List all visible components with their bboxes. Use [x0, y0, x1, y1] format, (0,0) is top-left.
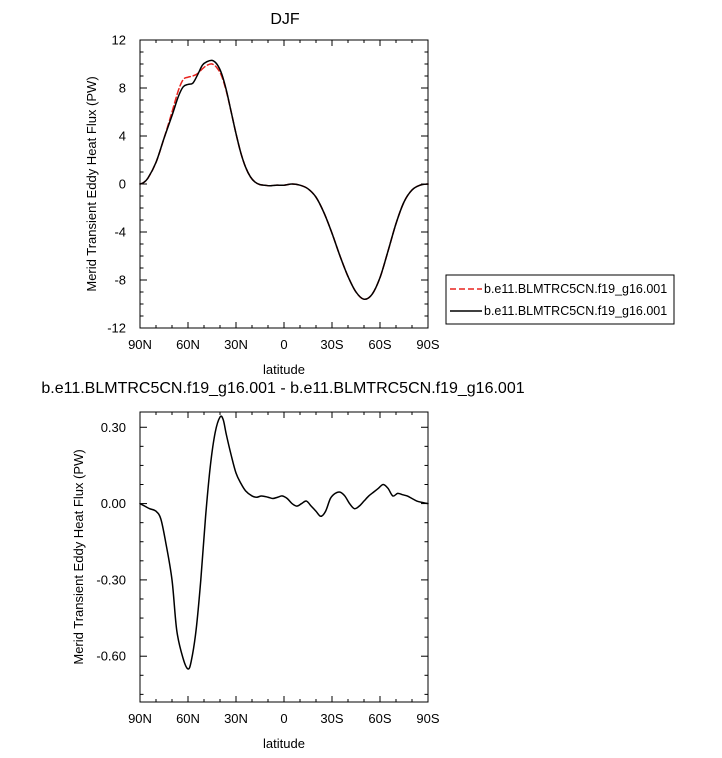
top-chart-xtick-label: 30S — [320, 337, 343, 352]
bottom-chart-series — [139, 415, 429, 670]
bottom-chart-ytick-label: -0.30 — [96, 572, 126, 587]
legend-box — [445, 274, 675, 325]
bottom-chart-tick-labels: 90N 60N 30N 0 30S 60S 90S 0.30 0.00 -0.30 -0.60 — [96, 420, 440, 726]
legend-label-0: b.e11.BLMTRC5CN.f19_g16.001 — [484, 282, 667, 296]
top-chart-xtick-label: 60N — [176, 337, 200, 352]
bottom-chart-xtick-label: 30S — [320, 711, 343, 726]
top-chart-xtick-label: 0 — [280, 337, 287, 352]
top-chart-series-line-1 — [139, 59, 429, 301]
top-chart-panel: DJF Merid Transient Eddy Heat Flux (PW) … — [84, 11, 440, 377]
top-chart-ytick-label: -8 — [114, 273, 126, 288]
bottom-chart-xtick-label: 90S — [416, 711, 439, 726]
bottom-chart-xtick-label: 60S — [368, 711, 391, 726]
top-chart-xtick-label: 60S — [368, 337, 391, 352]
bottom-chart-frame — [139, 411, 429, 703]
top-chart-ytick-label: 4 — [119, 129, 126, 144]
legend-label-1: b.e11.BLMTRC5CN.f19_g16.001 — [484, 304, 667, 318]
top-chart-xtick-label: 90N — [128, 337, 152, 352]
bottom-chart-ytick-label: 0.00 — [101, 496, 126, 511]
top-chart-ticks — [139, 39, 429, 329]
top-chart-ytick-label: 8 — [119, 81, 126, 96]
top-chart-ytick-label: 12 — [112, 33, 126, 48]
legend: b.e11.BLMTRC5CN.f19_g16.001 b.e11.BLMTRC… — [445, 274, 675, 325]
top-chart-xtick-label: 30N — [224, 337, 248, 352]
top-chart-tick-labels: 90N 60N 30N 0 30S 60S 90S 12 8 4 0 -4 -8 -12 — [107, 33, 440, 353]
top-chart-ylabel: Merid Transient Eddy Heat Flux (PW) — [84, 76, 99, 291]
top-chart-xtick-label: 90S — [416, 337, 439, 352]
bottom-chart-ticks — [139, 412, 429, 702]
bottom-chart-ytick-label: -0.60 — [96, 649, 126, 664]
top-chart-xlabel: latitude — [263, 362, 305, 377]
top-chart-ytick-label: -4 — [114, 225, 126, 240]
top-chart-ytick-label: -12 — [107, 321, 126, 336]
top-chart-title: DJF — [270, 11, 300, 28]
bottom-chart-xtick-label: 0 — [280, 711, 287, 726]
bottom-chart-series-line-0 — [139, 415, 429, 670]
bottom-chart-ytick-label: 0.30 — [101, 420, 126, 435]
bottom-chart-xtick-label: 30N — [224, 711, 248, 726]
top-chart-series — [139, 59, 429, 301]
bottom-chart-xtick-label: 90N — [128, 711, 152, 726]
bottom-chart-xlabel: latitude — [263, 736, 305, 751]
top-chart-frame — [139, 39, 429, 329]
bottom-chart-xtick-label: 60N — [176, 711, 200, 726]
top-chart-ytick-label: 0 — [119, 177, 126, 192]
bottom-chart-title: b.e11.BLMTRC5CN.f19_g16.001 - b.e11.BLMT… — [41, 380, 524, 397]
bottom-chart-panel: b.e11.BLMTRC5CN.f19_g16.001 - b.e11.BLMT… — [41, 380, 524, 751]
bottom-chart-ylabel: Merid Transient Eddy Heat Flux (PW) — [71, 449, 86, 664]
